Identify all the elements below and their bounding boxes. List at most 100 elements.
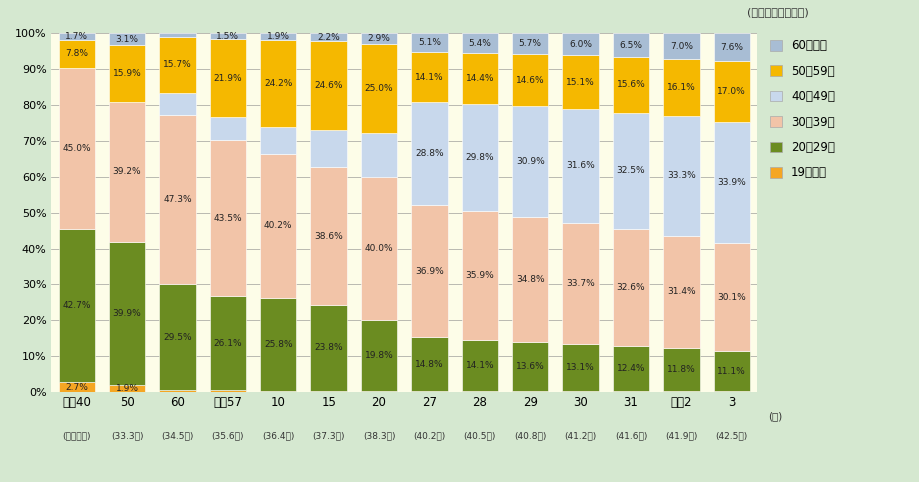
Bar <box>613 57 649 113</box>
Text: 15.9%: 15.9% <box>113 68 142 78</box>
Bar <box>412 337 448 390</box>
Text: 1.5%: 1.5% <box>216 32 239 40</box>
Bar <box>361 391 397 392</box>
Text: (38.3歳): (38.3歳) <box>363 431 395 440</box>
Bar <box>311 41 346 130</box>
Text: 33.9%: 33.9% <box>718 178 746 187</box>
Bar <box>562 55 599 109</box>
Text: 12.4%: 12.4% <box>617 364 645 373</box>
Text: 7.0%: 7.0% <box>670 41 693 51</box>
Bar <box>664 116 699 236</box>
Text: 13.6%: 13.6% <box>516 362 545 371</box>
Text: 15.7%: 15.7% <box>163 60 192 69</box>
Text: 1.7%: 1.7% <box>65 32 88 41</box>
Bar <box>714 351 750 391</box>
Text: 11.8%: 11.8% <box>667 365 696 374</box>
Text: 24.2%: 24.2% <box>264 79 292 88</box>
Text: 39.2%: 39.2% <box>113 167 142 176</box>
Bar <box>210 140 246 296</box>
Bar <box>210 296 246 390</box>
Bar <box>210 39 246 117</box>
Bar <box>562 390 599 392</box>
Text: 29.5%: 29.5% <box>164 333 192 342</box>
Text: (40.8歳): (40.8歳) <box>514 431 547 440</box>
Bar <box>59 33 95 40</box>
Bar <box>412 102 448 205</box>
Bar <box>664 33 699 58</box>
Text: 29.8%: 29.8% <box>466 153 494 162</box>
Text: 24.6%: 24.6% <box>314 81 343 90</box>
Bar <box>562 344 599 390</box>
Text: 36.9%: 36.9% <box>415 267 444 276</box>
Bar <box>613 229 649 346</box>
Text: 14.6%: 14.6% <box>516 76 545 84</box>
Text: 39.9%: 39.9% <box>113 309 142 318</box>
Bar <box>59 382 95 392</box>
Bar <box>461 211 498 340</box>
Bar <box>664 348 699 390</box>
Bar <box>59 68 95 229</box>
Text: 34.8%: 34.8% <box>516 275 545 284</box>
Bar <box>412 390 448 392</box>
Text: 16.1%: 16.1% <box>667 83 696 92</box>
Text: 14.8%: 14.8% <box>415 360 444 369</box>
Bar <box>461 105 498 211</box>
Text: 26.1%: 26.1% <box>213 338 243 348</box>
Bar <box>109 242 145 385</box>
Text: 5.4%: 5.4% <box>469 39 492 48</box>
Bar <box>461 390 498 392</box>
Text: 1.9%: 1.9% <box>116 384 139 393</box>
Bar <box>512 33 549 54</box>
Bar <box>260 40 297 127</box>
Text: 21.9%: 21.9% <box>213 74 243 82</box>
Bar <box>59 40 95 67</box>
Text: (平均年齢): (平均年齢) <box>62 431 91 440</box>
Bar <box>461 53 498 105</box>
Bar <box>512 390 549 392</box>
Text: (各年４月１日現在): (各年４月１日現在) <box>747 7 809 17</box>
Text: 14.1%: 14.1% <box>466 361 494 370</box>
Bar <box>109 44 145 102</box>
Bar <box>159 390 196 392</box>
Text: 17.0%: 17.0% <box>718 87 746 96</box>
Text: (33.3歳): (33.3歳) <box>111 431 143 440</box>
Text: 33.3%: 33.3% <box>667 172 696 180</box>
Text: (41.2歳): (41.2歳) <box>564 431 596 440</box>
Text: 35.9%: 35.9% <box>465 271 494 280</box>
Text: 25.0%: 25.0% <box>365 84 393 93</box>
Text: 38.6%: 38.6% <box>314 231 343 241</box>
Bar <box>664 58 699 116</box>
Text: (42.5歳): (42.5歳) <box>716 431 748 440</box>
Text: 5.7%: 5.7% <box>518 39 541 48</box>
Text: 32.5%: 32.5% <box>617 166 645 175</box>
Text: 15.1%: 15.1% <box>566 78 595 87</box>
Text: 47.3%: 47.3% <box>164 195 192 204</box>
Text: 6.0%: 6.0% <box>569 40 592 49</box>
Text: 2.9%: 2.9% <box>368 34 391 43</box>
Text: (36.4歳): (36.4歳) <box>262 431 294 440</box>
Bar <box>613 113 649 229</box>
Bar <box>260 154 297 298</box>
Text: 5.1%: 5.1% <box>418 38 441 47</box>
Text: 19.8%: 19.8% <box>365 351 393 360</box>
Bar <box>159 33 196 37</box>
Text: 2.2%: 2.2% <box>317 33 340 42</box>
Bar <box>664 390 699 392</box>
Text: (40.5歳): (40.5歳) <box>463 431 496 440</box>
Text: 7.8%: 7.8% <box>65 49 88 58</box>
Bar <box>311 33 346 41</box>
Text: (40.2歳): (40.2歳) <box>414 431 446 440</box>
Text: 2.7%: 2.7% <box>65 383 88 392</box>
Text: 30.1%: 30.1% <box>718 293 746 302</box>
Text: (37.3歳): (37.3歳) <box>312 431 345 440</box>
Bar <box>210 117 246 140</box>
Bar <box>613 346 649 390</box>
Text: 32.6%: 32.6% <box>617 283 645 292</box>
Text: 43.5%: 43.5% <box>213 214 243 223</box>
Bar <box>562 109 599 223</box>
Bar <box>210 33 246 39</box>
Text: 40.2%: 40.2% <box>264 222 292 230</box>
Bar <box>412 52 448 102</box>
Text: (34.5歳): (34.5歳) <box>161 431 194 440</box>
Text: 28.8%: 28.8% <box>415 149 444 158</box>
